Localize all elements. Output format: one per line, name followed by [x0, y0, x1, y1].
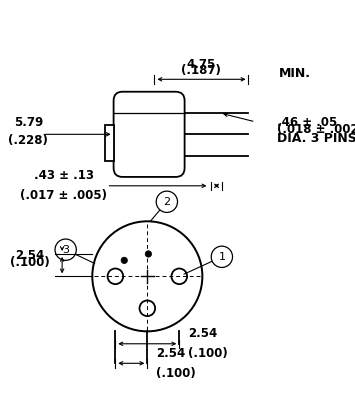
Text: (.187): (.187): [181, 64, 220, 77]
Circle shape: [92, 221, 202, 331]
Circle shape: [55, 239, 76, 260]
Circle shape: [121, 257, 127, 264]
Circle shape: [211, 246, 233, 268]
Text: 2: 2: [163, 197, 170, 207]
Circle shape: [156, 191, 178, 212]
Circle shape: [140, 300, 155, 316]
Text: (.018 ± .002): (.018 ± .002): [277, 123, 355, 136]
Text: DIA. 3 PINS: DIA. 3 PINS: [277, 132, 355, 145]
Circle shape: [145, 251, 152, 257]
FancyBboxPatch shape: [114, 92, 185, 177]
Text: (.017 ± .005): (.017 ± .005): [20, 189, 108, 202]
Text: (.228): (.228): [9, 134, 48, 147]
Circle shape: [108, 268, 123, 284]
Text: 2.54: 2.54: [156, 347, 185, 360]
Text: 2.54: 2.54: [188, 327, 217, 340]
Text: MIN.: MIN.: [279, 67, 311, 80]
Text: 1: 1: [218, 252, 225, 262]
Text: 4.75: 4.75: [186, 58, 215, 72]
Text: (.100): (.100): [188, 347, 228, 360]
Text: 3: 3: [62, 245, 69, 255]
Text: (.100): (.100): [10, 256, 50, 270]
Text: 2.54: 2.54: [16, 249, 45, 262]
Circle shape: [171, 268, 187, 284]
Bar: [105, 126, 114, 161]
Text: 5.79: 5.79: [14, 116, 43, 129]
Text: .46 ± .05: .46 ± .05: [277, 116, 337, 129]
Text: (.100): (.100): [156, 367, 196, 380]
Text: .43 ± .13: .43 ± .13: [34, 169, 94, 182]
